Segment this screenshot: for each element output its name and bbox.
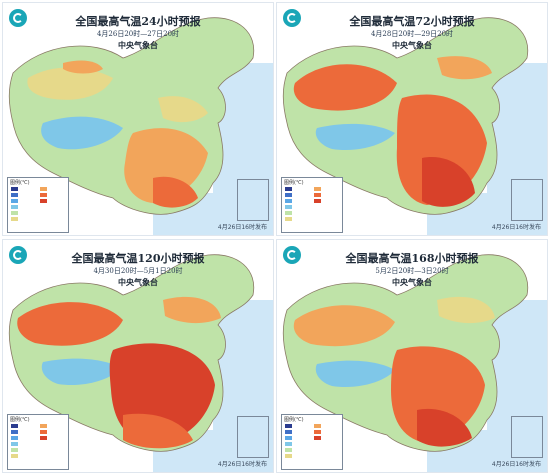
legend-swatch (11, 454, 18, 458)
legend-swatch (314, 193, 321, 197)
south-china-sea-inset (511, 179, 543, 221)
legend-swatch (285, 448, 292, 452)
map-org: 中央气象台 (118, 40, 158, 50)
legend-swatch (314, 199, 321, 203)
legend: 图例(℃) (281, 414, 343, 470)
legend-swatch (11, 436, 18, 440)
legend-swatch (285, 211, 292, 215)
cma-logo-icon (283, 246, 301, 264)
map-subtitle: 4月26日20时—27日20时 (96, 30, 180, 38)
legend-title: 图例(℃) (10, 417, 30, 423)
legend-swatch (40, 424, 47, 428)
china-temperature-map (277, 3, 547, 235)
map-title: 全国最高气温120小时预报 (71, 252, 205, 265)
legend-swatch (40, 430, 47, 434)
legend-swatch (40, 187, 47, 191)
legend-swatch (285, 199, 292, 203)
legend-swatch (285, 217, 292, 221)
legend-swatch (11, 424, 18, 428)
legend: 图例(℃) (7, 177, 69, 233)
legend-title: 图例(℃) (284, 180, 304, 186)
legend-swatch (285, 430, 292, 434)
legend: 图例(℃) (7, 414, 69, 470)
map-subtitle: 4月30日20时—5月1日20时 (93, 267, 183, 275)
south-china-sea-inset (511, 416, 543, 458)
issue-stamp: 4月26日16时发布 (491, 224, 541, 231)
map-panel-120h: 全国最高气温120小时预报 4月30日20时—5月1日20时 中央气象台 图例(… (2, 239, 274, 473)
map-title: 全国最高气温72小时预报 (349, 15, 475, 28)
legend-swatch (11, 193, 18, 197)
map-subtitle: 5月2日20时—3日20时 (375, 267, 449, 275)
issue-stamp: 4月26日16时发布 (217, 224, 267, 231)
legend-swatch (11, 430, 18, 434)
legend-swatch (11, 448, 18, 452)
issue-stamp: 4月26日16时发布 (217, 461, 267, 468)
legend-swatch (11, 205, 18, 209)
cma-logo-icon (283, 9, 301, 27)
legend-swatch (40, 436, 47, 440)
legend-swatch (314, 187, 321, 191)
legend: 图例(℃) (281, 177, 343, 233)
legend-swatch (285, 436, 292, 440)
china-temperature-map (3, 3, 273, 235)
cma-logo-icon (9, 9, 27, 27)
legend-swatch (314, 424, 321, 428)
legend-swatch (11, 187, 18, 191)
legend-title: 图例(℃) (284, 417, 304, 423)
legend-swatch (285, 205, 292, 209)
legend-swatch (285, 193, 292, 197)
legend-title: 图例(℃) (10, 180, 30, 186)
legend-swatch (285, 454, 292, 458)
map-subtitle: 4月28日20时—29日20时 (370, 30, 454, 38)
legend-swatch (11, 211, 18, 215)
issue-stamp: 4月26日16时发布 (491, 461, 541, 468)
map-panel-24h: 全国最高气温24小时预报 4月26日20时—27日20时 中央气象台 图例(℃)… (2, 2, 274, 236)
south-china-sea-inset (237, 416, 269, 458)
legend-swatch (11, 217, 18, 221)
map-title: 全国最高气温168小时预报 (345, 252, 479, 265)
legend-swatch (285, 442, 292, 446)
cma-logo-icon (9, 246, 27, 264)
map-title: 全国最高气温24小时预报 (75, 15, 201, 28)
china-temperature-map (3, 240, 273, 472)
legend-swatch (314, 436, 321, 440)
map-org: 中央气象台 (392, 40, 432, 50)
legend-swatch (40, 193, 47, 197)
map-org: 中央气象台 (392, 277, 432, 287)
map-org: 中央气象台 (118, 277, 158, 287)
legend-swatch (285, 424, 292, 428)
map-panel-168h: 全国最高气温168小时预报 5月2日20时—3日20时 中央气象台 图例(℃) … (276, 239, 548, 473)
legend-swatch (11, 442, 18, 446)
legend-swatch (285, 187, 292, 191)
legend-swatch (11, 199, 18, 203)
south-china-sea-inset (237, 179, 269, 221)
map-panel-72h: 全国最高气温72小时预报 4月28日20时—29日20时 中央气象台 图例(℃)… (276, 2, 548, 236)
legend-swatch (314, 430, 321, 434)
legend-swatch (40, 199, 47, 203)
